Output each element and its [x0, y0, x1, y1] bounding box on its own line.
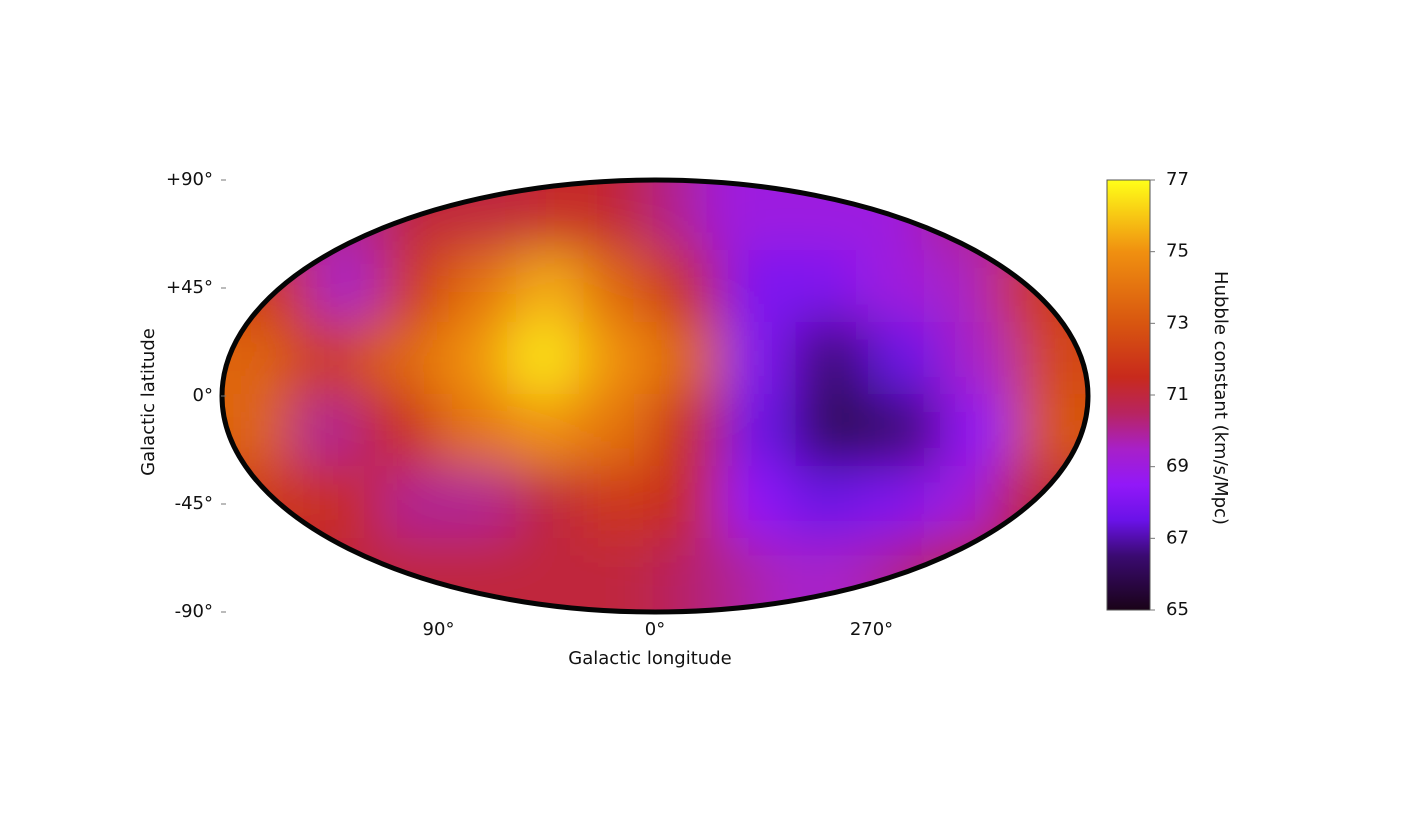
- heat-cell: [507, 394, 587, 470]
- heat-cell: [813, 538, 873, 612]
- x-axis-label: Galactic longitude: [568, 648, 731, 669]
- y-tick-label: -90°: [175, 601, 213, 622]
- heat-cell: [437, 180, 497, 254]
- sky-map: [222, 180, 1088, 612]
- heat-cell: [583, 466, 659, 542]
- heat-cell: [362, 394, 443, 470]
- heat-cell: [991, 466, 1088, 542]
- heat-cell: [867, 180, 927, 254]
- colorbar-tick-label: 65: [1166, 599, 1189, 620]
- heat-cell: [290, 394, 370, 470]
- heat-cell: [434, 322, 515, 398]
- heat-cell: [706, 538, 766, 612]
- colorbar: [1106, 179, 1151, 611]
- heat-cell: [490, 180, 551, 254]
- heat-cell: [759, 538, 820, 612]
- colorbar-tick-label: 69: [1166, 456, 1189, 477]
- heat-cell: [855, 250, 931, 326]
- heat-cells: [222, 180, 1088, 612]
- heat-cell: [923, 466, 999, 542]
- heat-cell: [544, 538, 604, 612]
- y-tick-label: 0°: [193, 385, 213, 406]
- heat-cell: [759, 180, 820, 254]
- heat-cell: [723, 394, 803, 470]
- heat-cell: [222, 180, 389, 254]
- heat-cell: [290, 322, 370, 398]
- heat-cell: [383, 180, 443, 254]
- heat-cell: [379, 466, 455, 542]
- heat-cell: [867, 538, 927, 612]
- colorbar-tick-label: 67: [1166, 527, 1189, 548]
- heat-cell: [583, 250, 659, 326]
- heat-cell: [598, 180, 658, 254]
- heat-cell: [447, 250, 523, 326]
- heat-cell: [598, 538, 658, 612]
- colorbar-tick-label: 77: [1166, 169, 1189, 190]
- heat-cell: [991, 250, 1088, 326]
- heat-cell: [544, 180, 604, 254]
- heat-cell: [379, 250, 455, 326]
- heat-cell: [652, 180, 712, 254]
- colorbar-tick-label: 73: [1166, 312, 1189, 333]
- heat-cell: [651, 250, 727, 326]
- colorbar-tick-label: 71: [1166, 384, 1189, 405]
- heat-cell: [507, 322, 587, 398]
- heat-cell: [437, 538, 497, 612]
- heat-cell: [311, 466, 387, 542]
- heat-cell: [515, 466, 591, 542]
- heat-cell: [940, 322, 1020, 398]
- heat-cell: [447, 466, 523, 542]
- heat-cell: [222, 250, 319, 326]
- heat-cell: [795, 322, 876, 398]
- heat-cell: [787, 466, 863, 542]
- y-axis-label: Galactic latitude: [138, 328, 159, 476]
- heat-cell: [222, 538, 389, 612]
- x-tick-label: 270°: [850, 619, 893, 640]
- heat-cell: [383, 538, 443, 612]
- y-tick-label: +90°: [166, 169, 213, 190]
- x-tick-label: 90°: [423, 619, 455, 640]
- heat-cell: [867, 322, 948, 398]
- heat-cell: [719, 466, 795, 542]
- heat-cell: [579, 394, 659, 470]
- heat-cell: [362, 322, 443, 398]
- heat-cell: [855, 466, 931, 542]
- heat-cell: [706, 180, 766, 254]
- y-tick-label: +45°: [166, 277, 213, 298]
- heat-cell: [940, 394, 1020, 470]
- heat-cell: [311, 250, 387, 326]
- heat-cell: [723, 322, 803, 398]
- heat-cell: [651, 466, 727, 542]
- heat-cell: [490, 538, 551, 612]
- heat-cell: [652, 538, 712, 612]
- heat-cell: [651, 394, 731, 470]
- heat-cell: [651, 322, 731, 398]
- heat-cell: [434, 394, 515, 470]
- y-tick-label: -45°: [175, 493, 213, 514]
- heat-cell: [787, 250, 863, 326]
- colorbar-label: Hubble constant (km/s/Mpc): [1210, 271, 1231, 525]
- heat-cell: [719, 250, 795, 326]
- heat-cell: [867, 394, 948, 470]
- heat-cell: [813, 180, 873, 254]
- heat-cell: [923, 250, 999, 326]
- heat-cell: [921, 538, 1088, 612]
- heat-cell: [579, 322, 659, 398]
- colorbar-tick-label: 75: [1166, 241, 1189, 262]
- heat-cell: [515, 250, 591, 326]
- heat-cell: [222, 466, 319, 542]
- heat-cell: [921, 180, 1088, 254]
- x-tick-label: 0°: [645, 619, 665, 640]
- heat-cell: [795, 394, 876, 470]
